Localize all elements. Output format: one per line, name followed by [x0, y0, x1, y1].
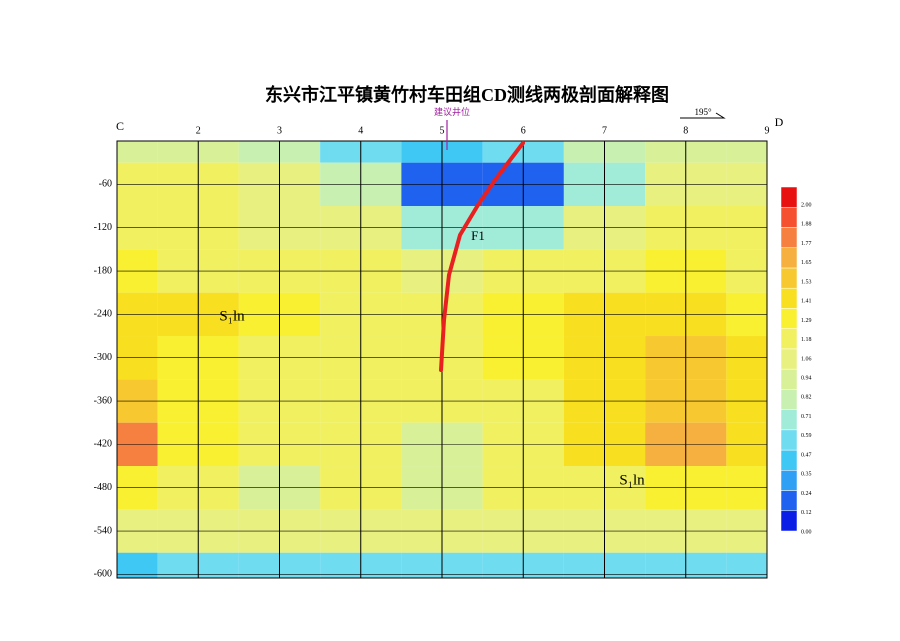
colorbar-swatch [780, 409, 798, 431]
colorbar-label: 1.06 [801, 356, 812, 362]
colorbar-label: 0.59 [801, 433, 812, 439]
colorbar-label: 1.65 [801, 260, 812, 266]
fault-trace [439, 141, 525, 372]
y-tick-label: -540 [94, 525, 112, 536]
x-tick-label: 2 [196, 125, 201, 136]
colorbar-label: 0.94 [801, 375, 812, 381]
y-tick-label: -420 [94, 439, 112, 450]
y-tick-label: -240 [94, 309, 112, 320]
chart-title: 东兴市江平镇黄竹村车田组CD测线两极剖面解释图 [265, 84, 669, 105]
colorbar-swatch [780, 287, 798, 309]
y-tick-label: -120 [94, 222, 112, 233]
colorbar-swatch [780, 389, 798, 410]
colorbar-swatch [780, 227, 798, 248]
x-tick-label: 8 [683, 125, 688, 136]
colorbar-label: 1.29 [801, 318, 812, 324]
formation-label: S₁ln [619, 472, 645, 488]
field-cell [726, 141, 767, 163]
colorbar-label: 0.12 [801, 510, 812, 516]
field-cell [117, 552, 158, 578]
x-end-label: D [775, 115, 784, 129]
colorbar-label: 0.24 [801, 491, 812, 497]
fault-label: F1 [471, 228, 485, 243]
colorbar-swatch [780, 247, 798, 269]
x-start-label: C [116, 119, 124, 133]
x-tick-label: 9 [765, 125, 770, 136]
azimuth-arrow [680, 112, 726, 119]
colorbar-swatch [780, 368, 798, 390]
colorbar-label: 0.71 [801, 414, 812, 420]
y-tick-label: -300 [94, 352, 112, 363]
overlay: F1 S₁ln S₁ln [116, 120, 768, 579]
colorbar-label: 1.41 [801, 299, 812, 305]
colorbar-swatch [780, 490, 798, 512]
colorbar-swatch [780, 510, 798, 532]
y-tick-label: -60 [99, 179, 112, 190]
x-tick-label: 6 [521, 125, 526, 136]
colorbar-label: 1.77 [801, 241, 812, 247]
well-label: 建议井位 [434, 106, 470, 117]
colorbar-label: 1.53 [801, 279, 812, 285]
y-tick-label: -480 [94, 482, 112, 493]
field-cell [726, 552, 767, 578]
colorbar-label: 1.88 [801, 222, 812, 228]
colorbar-label: 0.47 [801, 452, 812, 458]
colorbar-swatch [780, 308, 798, 329]
formation-label: S₁ln [219, 308, 245, 324]
x-tick-label: 5 [440, 125, 445, 136]
x-tick-label: 3 [277, 125, 282, 136]
colorbar-label: 0.35 [801, 472, 812, 478]
colorbar-label: 2.00 [801, 202, 812, 208]
colorbar-swatch [780, 186, 798, 208]
colorbar-swatch [780, 206, 798, 228]
y-tick-label: -600 [94, 569, 112, 580]
y-tick-label: -360 [94, 395, 112, 406]
y-tick-label: -180 [94, 265, 112, 276]
colorbar-swatch [780, 470, 798, 491]
colorbar-swatch [780, 348, 798, 370]
colorbar-swatch [780, 449, 798, 471]
colorbar-label: 0.82 [801, 395, 812, 401]
azimuth-label: 195° [694, 107, 712, 117]
colorbar-label: 0.00 [801, 529, 812, 535]
colorbar-swatch [780, 429, 798, 451]
colorbar-swatch [780, 328, 798, 350]
x-tick-label: 7 [602, 125, 607, 136]
colorbar-swatch [780, 267, 798, 289]
colorbar-label: 1.18 [801, 337, 812, 343]
field-cell [117, 141, 158, 163]
x-tick-label: 4 [358, 125, 363, 136]
